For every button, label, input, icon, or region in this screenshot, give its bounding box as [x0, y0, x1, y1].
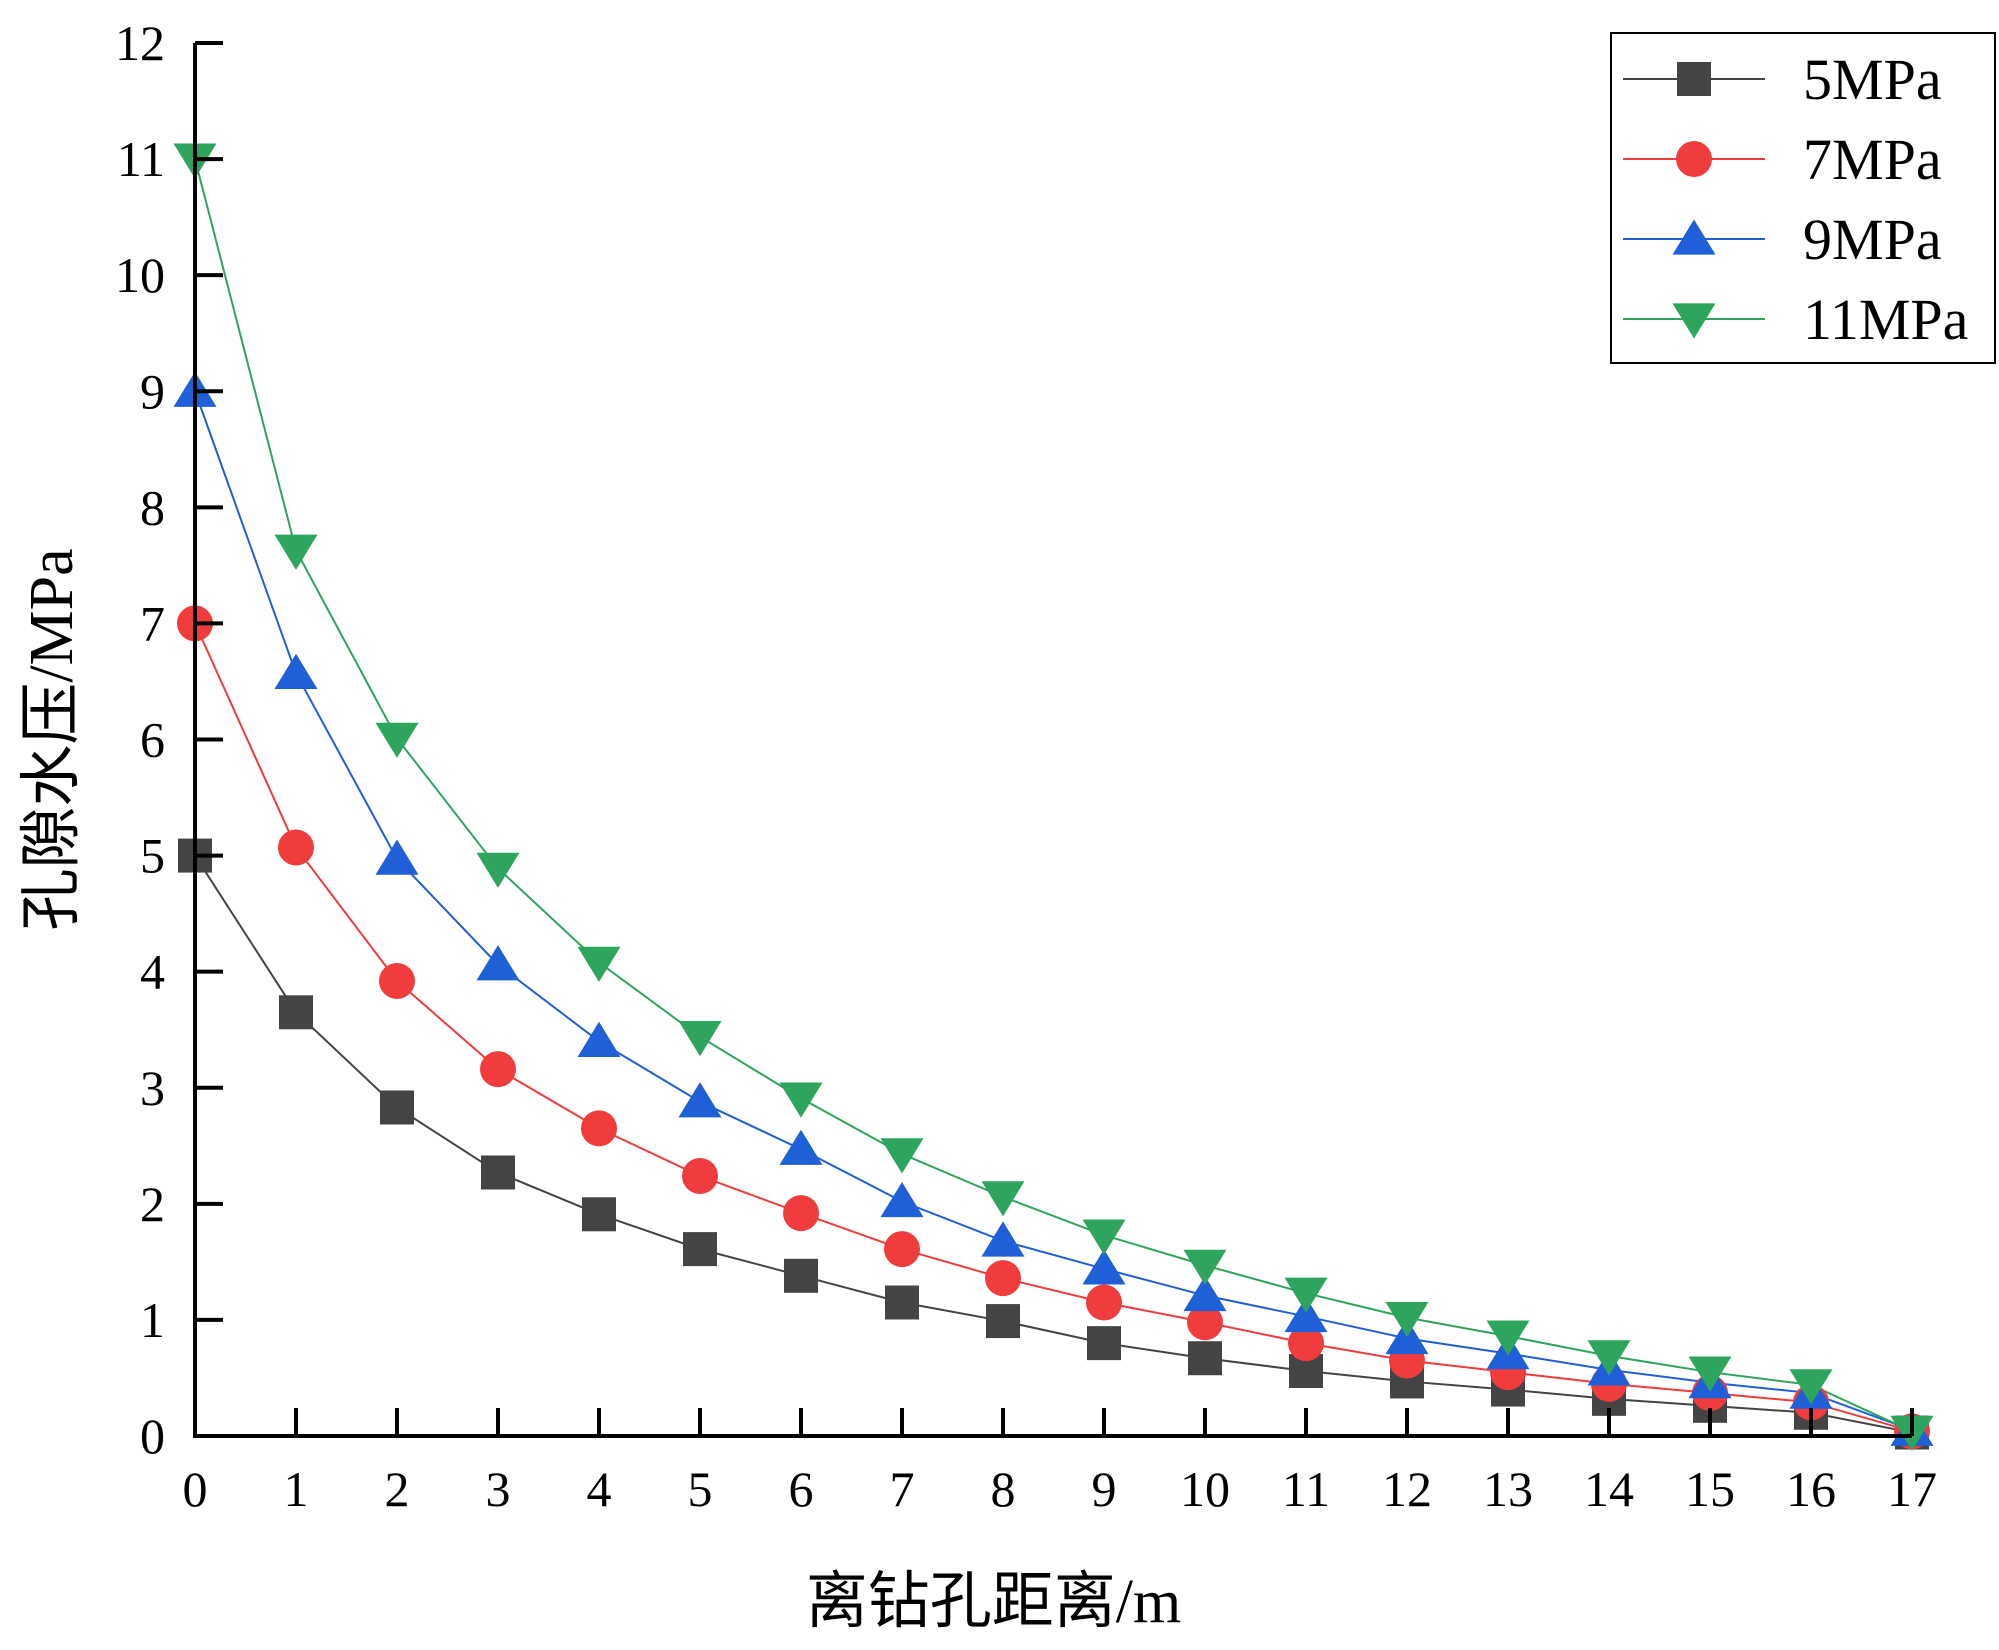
y-tick-label: 8 — [140, 479, 165, 535]
legend-marker — [1672, 219, 1716, 255]
data-point-7MPa — [985, 1260, 1021, 1297]
data-point-11MPa — [880, 1138, 924, 1174]
data-point-5MPa — [481, 1155, 515, 1190]
legend-label: 5MPa — [1803, 47, 1942, 112]
data-point-5MPa — [986, 1304, 1020, 1339]
legend-marker — [1672, 303, 1716, 339]
data-point-5MPa — [582, 1197, 616, 1232]
legend-box — [1610, 32, 1996, 364]
x-tick-label: 3 — [486, 1461, 511, 1517]
data-point-11MPa — [375, 722, 419, 758]
data-point-11MPa — [476, 852, 520, 888]
data-point-7MPa — [682, 1157, 718, 1194]
legend-label: 7MPa — [1803, 127, 1942, 192]
data-point-11MPa — [1284, 1277, 1328, 1313]
series-line-11MPa — [194, 158, 1913, 1433]
x-tick-label: 0 — [183, 1461, 208, 1517]
series-line-9MPa — [194, 390, 1913, 1432]
x-tick-label: 13 — [1483, 1461, 1533, 1517]
x-tick-label: 4 — [587, 1461, 612, 1517]
y-tick-label: 1 — [140, 1292, 165, 1348]
x-tick-label: 9 — [1092, 1461, 1117, 1517]
x-tick-label: 15 — [1685, 1461, 1735, 1517]
y-tick-label: 2 — [140, 1176, 165, 1232]
data-point-11MPa — [1587, 1340, 1631, 1376]
data-point-9MPa — [1082, 1249, 1126, 1285]
x-axis-title: 离钻孔距离/m — [806, 1568, 1181, 1636]
data-point-11MPa — [678, 1021, 722, 1057]
data-point-7MPa — [278, 829, 314, 866]
y-tick-label: 9 — [140, 363, 165, 419]
x-tick-label: 2 — [385, 1461, 410, 1517]
y-tick-label: 0 — [140, 1408, 165, 1464]
data-point-7MPa — [783, 1195, 819, 1232]
data-point-5MPa — [683, 1232, 717, 1267]
y-tick-label: 7 — [140, 595, 165, 651]
data-point-5MPa — [885, 1285, 919, 1320]
x-tick-label: 5 — [688, 1461, 713, 1517]
x-tick-label: 14 — [1584, 1461, 1634, 1517]
data-point-5MPa — [784, 1258, 818, 1293]
data-point-9MPa — [880, 1181, 924, 1218]
data-point-7MPa — [884, 1231, 920, 1268]
x-tick-label: 8 — [991, 1461, 1016, 1517]
data-point-9MPa — [678, 1082, 722, 1118]
data-point-5MPa — [279, 995, 313, 1030]
data-point-11MPa — [1486, 1320, 1530, 1356]
data-point-9MPa — [1284, 1296, 1328, 1333]
data-point-9MPa — [577, 1021, 621, 1057]
legend-marker — [1676, 141, 1712, 177]
data-point-7MPa — [1187, 1304, 1223, 1341]
y-tick-label: 11 — [117, 131, 165, 187]
data-point-9MPa — [274, 653, 318, 689]
data-point-9MPa — [779, 1129, 823, 1165]
x-tick-label: 11 — [1282, 1461, 1330, 1517]
y-tick-label: 5 — [140, 828, 165, 884]
legend-marker — [1677, 62, 1711, 96]
data-point-11MPa — [1789, 1369, 1833, 1405]
ticks: 0 1 2 3 4 5 6 7 8 9 10 11 12 13 14 15 16 1701234567891011… — [115, 15, 1937, 1517]
y-tick-label: 12 — [115, 15, 165, 71]
data-point-11MPa — [1385, 1301, 1429, 1338]
series-line-5MPa — [194, 855, 1913, 1434]
data-point-11MPa — [1082, 1219, 1126, 1255]
legend-label: 9MPa — [1803, 207, 1942, 272]
data-point-5MPa — [380, 1090, 414, 1125]
y-tick-label: 3 — [140, 1060, 165, 1116]
data-point-9MPa — [981, 1221, 1025, 1257]
data-point-7MPa — [1288, 1325, 1324, 1362]
legend-label: 11MPa — [1803, 287, 1968, 352]
data-point-11MPa — [981, 1181, 1025, 1217]
y-tick-label: 4 — [140, 944, 165, 1000]
data-point-9MPa — [476, 945, 520, 981]
legend: 5MPa 7MPa 9MPa 11MPa — [1610, 32, 1996, 364]
data-point-11MPa — [577, 946, 621, 982]
x-tick-label: 17 — [1887, 1461, 1937, 1517]
data-point-11MPa — [1688, 1356, 1732, 1392]
x-tick-label: 1 — [284, 1461, 309, 1517]
y-tick-label: 10 — [115, 247, 165, 303]
data-point-11MPa — [274, 534, 318, 570]
data-point-11MPa — [1183, 1249, 1227, 1285]
data-point-9MPa — [1183, 1275, 1227, 1312]
data-point-7MPa — [581, 1110, 617, 1147]
y-axis-title: 孔隙水压/MPa — [18, 548, 86, 930]
x-tick-label: 7 — [890, 1461, 915, 1517]
data-point-5MPa — [1188, 1341, 1222, 1376]
data-point-5MPa — [1087, 1326, 1121, 1361]
data-point-9MPa — [375, 839, 419, 875]
series-line-7MPa — [194, 623, 1913, 1433]
x-tick-label: 12 — [1382, 1461, 1432, 1517]
data-point-7MPa — [1086, 1284, 1122, 1321]
data-point-7MPa — [480, 1051, 516, 1088]
data-point-11MPa — [779, 1082, 823, 1118]
x-tick-label: 16 — [1786, 1461, 1836, 1517]
y-tick-label: 6 — [140, 712, 165, 768]
x-tick-label: 6 — [789, 1461, 814, 1517]
data-point-7MPa — [379, 962, 415, 999]
x-tick-label: 10 — [1180, 1461, 1230, 1517]
